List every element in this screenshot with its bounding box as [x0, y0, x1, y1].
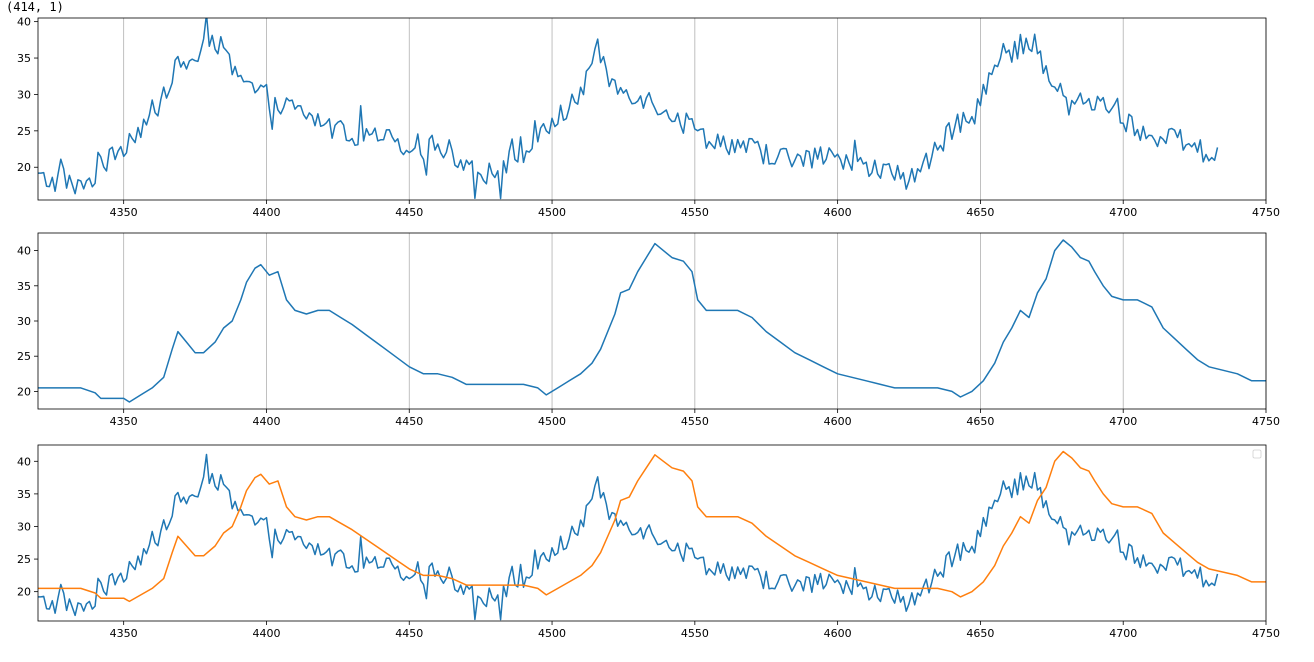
x-tick-label: 4450 — [395, 206, 423, 219]
middle-chart-panel: 4350 4400 4450 4500 4550 4600 4650 4700 4750 20 25… — [17, 232, 1280, 428]
axes-frame — [37, 444, 1267, 622]
y-tick-label: 30 — [17, 88, 31, 101]
x-tick-label: 4350 — [110, 627, 138, 640]
x-tick-label: 4600 — [824, 627, 852, 640]
x-tick-label: 4550 — [681, 206, 709, 219]
x-tick-label: 4400 — [252, 627, 280, 640]
x-tick-label: 4400 — [252, 415, 280, 428]
x-tick-label: 4750 — [1252, 627, 1280, 640]
y-tick-label: 40 — [17, 245, 31, 258]
x-tick-label: 4450 — [395, 627, 423, 640]
y-tick-label: 40 — [17, 455, 31, 468]
y-tick-label: 35 — [17, 488, 31, 501]
y-tick-label: 40 — [17, 16, 31, 29]
series-line-0 — [38, 239, 1266, 403]
cell-output-text: (414, 1) — [6, 0, 64, 14]
x-tick-label: 4350 — [110, 415, 138, 428]
y-tick-label: 30 — [17, 315, 31, 328]
x-tick-label: 4550 — [681, 627, 709, 640]
y-tick-label: 30 — [17, 520, 31, 533]
series-line-1 — [38, 450, 1266, 603]
y-tick-label: 25 — [17, 350, 31, 363]
series-line-0 — [38, 453, 1219, 621]
x-tick-label: 4650 — [966, 415, 994, 428]
x-tick-label: 4400 — [252, 206, 280, 219]
x-tick-label: 4750 — [1252, 206, 1280, 219]
x-tick-label: 4750 — [1252, 415, 1280, 428]
x-tick-label: 4450 — [395, 415, 423, 428]
top-chart-panel: 4350 4400 4450 4500 4550 4600 4650 4700 4750 20 25… — [17, 16, 1280, 219]
x-tick-label: 4500 — [538, 415, 566, 428]
y-tick-label: 35 — [17, 280, 31, 293]
y-tick-label: 20 — [17, 586, 31, 599]
axes-frame — [37, 17, 1267, 201]
x-tick-label: 4700 — [1109, 206, 1137, 219]
x-tick-label: 4700 — [1109, 627, 1137, 640]
axes-frame — [37, 232, 1267, 410]
series-line-0 — [38, 18, 1219, 200]
legend-box — [1252, 449, 1262, 459]
x-tick-label: 4500 — [538, 206, 566, 219]
x-tick-label: 4500 — [538, 627, 566, 640]
y-tick-label: 35 — [17, 52, 31, 65]
x-tick-label: 4700 — [1109, 415, 1137, 428]
x-tick-label: 4600 — [824, 206, 852, 219]
x-tick-label: 4650 — [966, 627, 994, 640]
x-tick-label: 4600 — [824, 415, 852, 428]
x-tick-label: 4650 — [966, 206, 994, 219]
bottom-chart-panel: 4350 4400 4450 4500 4550 4600 4650 4700 4750 20 25… — [17, 444, 1280, 640]
y-tick-label: 25 — [17, 125, 31, 138]
x-tick-label: 4350 — [110, 206, 138, 219]
y-tick-label: 20 — [17, 161, 31, 174]
y-tick-label: 25 — [17, 553, 31, 566]
x-tick-label: 4550 — [681, 415, 709, 428]
y-tick-label: 20 — [17, 385, 31, 398]
